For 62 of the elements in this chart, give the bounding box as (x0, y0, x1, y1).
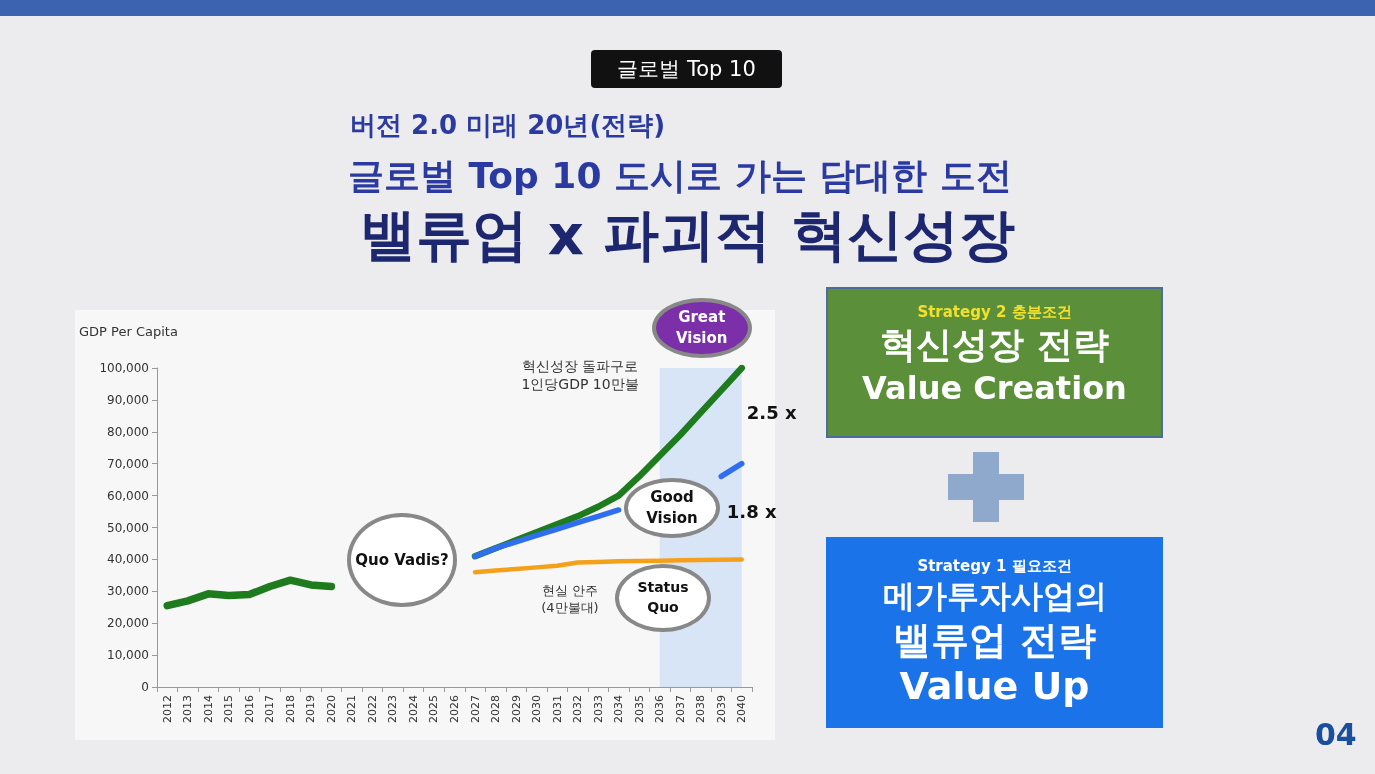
text: 글로벌 Top 10 (591, 50, 782, 88)
annotation: 현실 안주 (4만불대) (541, 583, 599, 617)
x-tick-label: 2016 (242, 695, 256, 723)
line-series (472, 557, 744, 575)
x-tick-label: 2019 (304, 695, 318, 723)
y-tick-label: 60,000 (107, 488, 149, 503)
annotation: 1.8 x (726, 499, 777, 524)
x-tick-label: 2030 (530, 695, 544, 723)
x-tick-label: 2031 (550, 695, 564, 723)
y-tick-label: 10,000 (107, 648, 149, 663)
text: 글로벌 Top 10 도시로 가는 담대한 도전 (348, 154, 1012, 198)
chart-subtitle: 버전 2.0 미래 20년(전략) (350, 109, 666, 142)
x-tick-label: 2028 (489, 695, 503, 723)
text: 밸류업 전략 (891, 617, 1098, 664)
x-tick-label: 2032 (571, 695, 585, 723)
x-tick-label: 2020 (324, 695, 338, 723)
y-tick-label: 50,000 (107, 520, 149, 535)
x-tick-label: 2013 (181, 695, 195, 723)
annotation: Good Vision (645, 487, 699, 529)
x-tick-label: 2027 (468, 695, 482, 723)
x-tick-label: 2015 (222, 695, 236, 723)
chart-title: 밸류업 x 파괴적 혁신성장 (359, 201, 1016, 269)
x-tick-label: 2035 (632, 695, 646, 723)
x-tick-label: 2023 (386, 695, 400, 723)
text: 04 (1315, 717, 1357, 752)
x-tick-label: 2024 (406, 695, 420, 723)
annotation: Quo Vadis? (355, 549, 449, 571)
x-tick-label: 2029 (509, 695, 523, 723)
y-tick-label: 40,000 (107, 552, 149, 567)
y-tick-label: 20,000 (107, 616, 149, 631)
annotation: 2.5 x (746, 400, 797, 425)
x-tick-label: 2036 (653, 695, 667, 723)
text: Value Creation (861, 368, 1128, 408)
x-tick-label: 2014 (201, 695, 215, 723)
y-tick-label: 70,000 (107, 456, 149, 471)
text: Strategy 2 충분조건 (916, 303, 1073, 322)
x-tick-label: 2039 (714, 695, 728, 723)
y-tick-label: 90,000 (107, 392, 149, 407)
text: Value Up (898, 664, 1091, 708)
x-tick-label: 2017 (263, 695, 277, 723)
y-tick-label: 80,000 (107, 424, 149, 439)
x-tick-label: 2022 (365, 695, 379, 723)
text: Strategy 1 필요조건 (916, 557, 1073, 576)
x-tick-label: 2040 (735, 695, 749, 723)
x-tick-label: 2037 (673, 695, 687, 723)
x-tick-label: 2018 (283, 695, 297, 723)
x-tick-label: 2021 (345, 695, 359, 723)
annotation: 혁신성장 돌파구로 1인당GDP 10만불 (521, 356, 639, 394)
annotation: Status Quo (636, 578, 690, 617)
x-tick-label: 2025 (427, 695, 441, 723)
x-tick-label: 2012 (160, 695, 174, 723)
text: 혁신성장 전략 (879, 323, 1110, 367)
text: 메가투자사업의 (881, 576, 1108, 616)
annotation: Great Vision (674, 307, 729, 349)
x-tick-label: 2026 (448, 695, 461, 723)
x-tick-label: 2033 (591, 695, 605, 723)
y-tick-label: 30,000 (107, 584, 149, 599)
x-tick-label: 2034 (612, 695, 626, 723)
x-tick-label: 2038 (694, 695, 708, 723)
y-axis-title: GDP Per Capita (79, 324, 178, 339)
y-tick-label: 100,000 (99, 361, 149, 375)
y-tick-label: 0 (141, 680, 149, 694)
